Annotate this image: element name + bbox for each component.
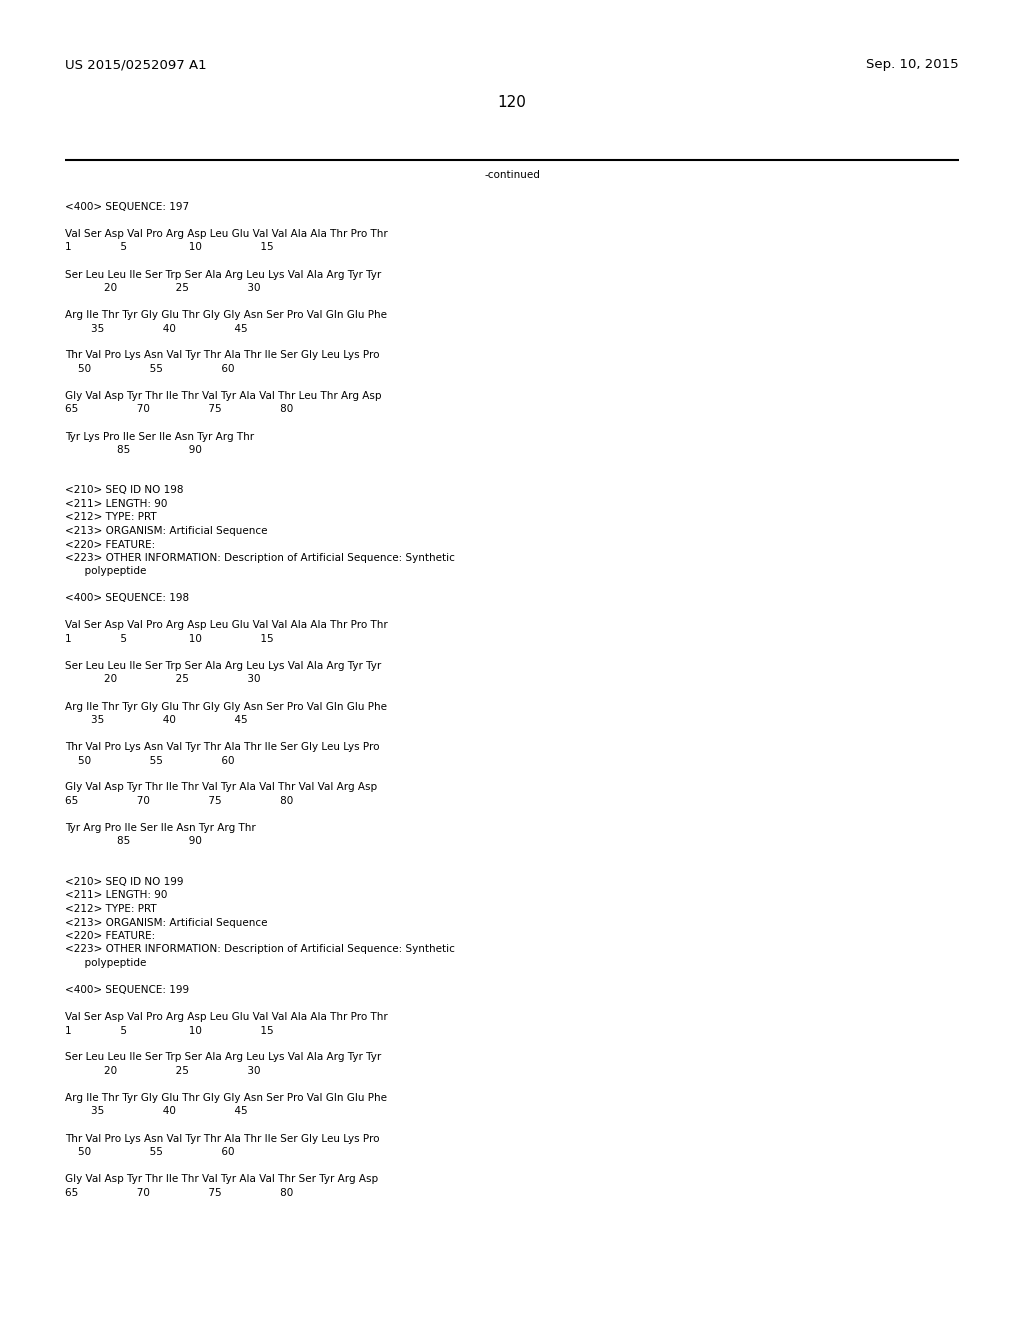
Text: Val Ser Asp Val Pro Arg Asp Leu Glu Val Val Ala Ala Thr Pro Thr: Val Ser Asp Val Pro Arg Asp Leu Glu Val …: [65, 1012, 388, 1022]
Text: Arg Ile Thr Tyr Gly Glu Thr Gly Gly Asn Ser Pro Val Gln Glu Phe: Arg Ile Thr Tyr Gly Glu Thr Gly Gly Asn …: [65, 701, 387, 711]
Text: 1               5                   10                  15: 1 5 10 15: [65, 1026, 273, 1035]
Text: 20                  25                  30: 20 25 30: [65, 675, 260, 685]
Text: <223> OTHER INFORMATION: Description of Artificial Sequence: Synthetic: <223> OTHER INFORMATION: Description of …: [65, 945, 455, 954]
Text: 85                  90: 85 90: [65, 837, 202, 846]
Text: polypeptide: polypeptide: [65, 566, 146, 577]
Text: 50                  55                  60: 50 55 60: [65, 1147, 234, 1158]
Text: US 2015/0252097 A1: US 2015/0252097 A1: [65, 58, 207, 71]
Text: 65                  70                  75                  80: 65 70 75 80: [65, 404, 293, 414]
Text: 1               5                   10                  15: 1 5 10 15: [65, 634, 273, 644]
Text: polypeptide: polypeptide: [65, 958, 146, 968]
Text: Gly Val Asp Tyr Thr Ile Thr Val Tyr Ala Val Thr Leu Thr Arg Asp: Gly Val Asp Tyr Thr Ile Thr Val Tyr Ala …: [65, 391, 382, 401]
Text: <211> LENGTH: 90: <211> LENGTH: 90: [65, 891, 167, 900]
Text: Arg Ile Thr Tyr Gly Glu Thr Gly Gly Asn Ser Pro Val Gln Glu Phe: Arg Ile Thr Tyr Gly Glu Thr Gly Gly Asn …: [65, 310, 387, 319]
Text: <211> LENGTH: 90: <211> LENGTH: 90: [65, 499, 167, 510]
Text: <213> ORGANISM: Artificial Sequence: <213> ORGANISM: Artificial Sequence: [65, 917, 267, 928]
Text: 35                  40                  45: 35 40 45: [65, 715, 248, 725]
Text: 120: 120: [498, 95, 526, 110]
Text: 85                  90: 85 90: [65, 445, 202, 455]
Text: <220> FEATURE:: <220> FEATURE:: [65, 931, 156, 941]
Text: <220> FEATURE:: <220> FEATURE:: [65, 540, 156, 549]
Text: <223> OTHER INFORMATION: Description of Artificial Sequence: Synthetic: <223> OTHER INFORMATION: Description of …: [65, 553, 455, 564]
Text: 35                  40                  45: 35 40 45: [65, 323, 248, 334]
Text: Gly Val Asp Tyr Thr Ile Thr Val Tyr Ala Val Thr Ser Tyr Arg Asp: Gly Val Asp Tyr Thr Ile Thr Val Tyr Ala …: [65, 1173, 378, 1184]
Text: 20                  25                  30: 20 25 30: [65, 282, 260, 293]
Text: Gly Val Asp Tyr Thr Ile Thr Val Tyr Ala Val Thr Val Val Arg Asp: Gly Val Asp Tyr Thr Ile Thr Val Tyr Ala …: [65, 783, 377, 792]
Text: Thr Val Pro Lys Asn Val Tyr Thr Ala Thr Ile Ser Gly Leu Lys Pro: Thr Val Pro Lys Asn Val Tyr Thr Ala Thr …: [65, 1134, 380, 1143]
Text: Ser Leu Leu Ile Ser Trp Ser Ala Arg Leu Lys Val Ala Arg Tyr Tyr: Ser Leu Leu Ile Ser Trp Ser Ala Arg Leu …: [65, 661, 381, 671]
Text: -continued: -continued: [484, 170, 540, 180]
Text: Val Ser Asp Val Pro Arg Asp Leu Glu Val Val Ala Ala Thr Pro Thr: Val Ser Asp Val Pro Arg Asp Leu Glu Val …: [65, 620, 388, 631]
Text: 1               5                   10                  15: 1 5 10 15: [65, 243, 273, 252]
Text: 50                  55                  60: 50 55 60: [65, 364, 234, 374]
Text: 35                  40                  45: 35 40 45: [65, 1106, 248, 1117]
Text: 50                  55                  60: 50 55 60: [65, 755, 234, 766]
Text: Thr Val Pro Lys Asn Val Tyr Thr Ala Thr Ile Ser Gly Leu Lys Pro: Thr Val Pro Lys Asn Val Tyr Thr Ala Thr …: [65, 351, 380, 360]
Text: <400> SEQUENCE: 198: <400> SEQUENCE: 198: [65, 594, 189, 603]
Text: Val Ser Asp Val Pro Arg Asp Leu Glu Val Val Ala Ala Thr Pro Thr: Val Ser Asp Val Pro Arg Asp Leu Glu Val …: [65, 228, 388, 239]
Text: 20                  25                  30: 20 25 30: [65, 1067, 260, 1076]
Text: Ser Leu Leu Ile Ser Trp Ser Ala Arg Leu Lys Val Ala Arg Tyr Tyr: Ser Leu Leu Ile Ser Trp Ser Ala Arg Leu …: [65, 269, 381, 280]
Text: Arg Ile Thr Tyr Gly Glu Thr Gly Gly Asn Ser Pro Val Gln Glu Phe: Arg Ile Thr Tyr Gly Glu Thr Gly Gly Asn …: [65, 1093, 387, 1104]
Text: <400> SEQUENCE: 199: <400> SEQUENCE: 199: [65, 985, 189, 995]
Text: Tyr Lys Pro Ile Ser Ile Asn Tyr Arg Thr: Tyr Lys Pro Ile Ser Ile Asn Tyr Arg Thr: [65, 432, 254, 441]
Text: <400> SEQUENCE: 197: <400> SEQUENCE: 197: [65, 202, 189, 213]
Text: <212> TYPE: PRT: <212> TYPE: PRT: [65, 512, 157, 523]
Text: Ser Leu Leu Ile Ser Trp Ser Ala Arg Leu Lys Val Ala Arg Tyr Tyr: Ser Leu Leu Ile Ser Trp Ser Ala Arg Leu …: [65, 1052, 381, 1063]
Text: Tyr Arg Pro Ile Ser Ile Asn Tyr Arg Thr: Tyr Arg Pro Ile Ser Ile Asn Tyr Arg Thr: [65, 822, 256, 833]
Text: Thr Val Pro Lys Asn Val Tyr Thr Ala Thr Ile Ser Gly Leu Lys Pro: Thr Val Pro Lys Asn Val Tyr Thr Ala Thr …: [65, 742, 380, 752]
Text: 65                  70                  75                  80: 65 70 75 80: [65, 1188, 293, 1197]
Text: <212> TYPE: PRT: <212> TYPE: PRT: [65, 904, 157, 913]
Text: <210> SEQ ID NO 198: <210> SEQ ID NO 198: [65, 486, 183, 495]
Text: <210> SEQ ID NO 199: <210> SEQ ID NO 199: [65, 876, 183, 887]
Text: Sep. 10, 2015: Sep. 10, 2015: [866, 58, 959, 71]
Text: <213> ORGANISM: Artificial Sequence: <213> ORGANISM: Artificial Sequence: [65, 525, 267, 536]
Text: 65                  70                  75                  80: 65 70 75 80: [65, 796, 293, 807]
